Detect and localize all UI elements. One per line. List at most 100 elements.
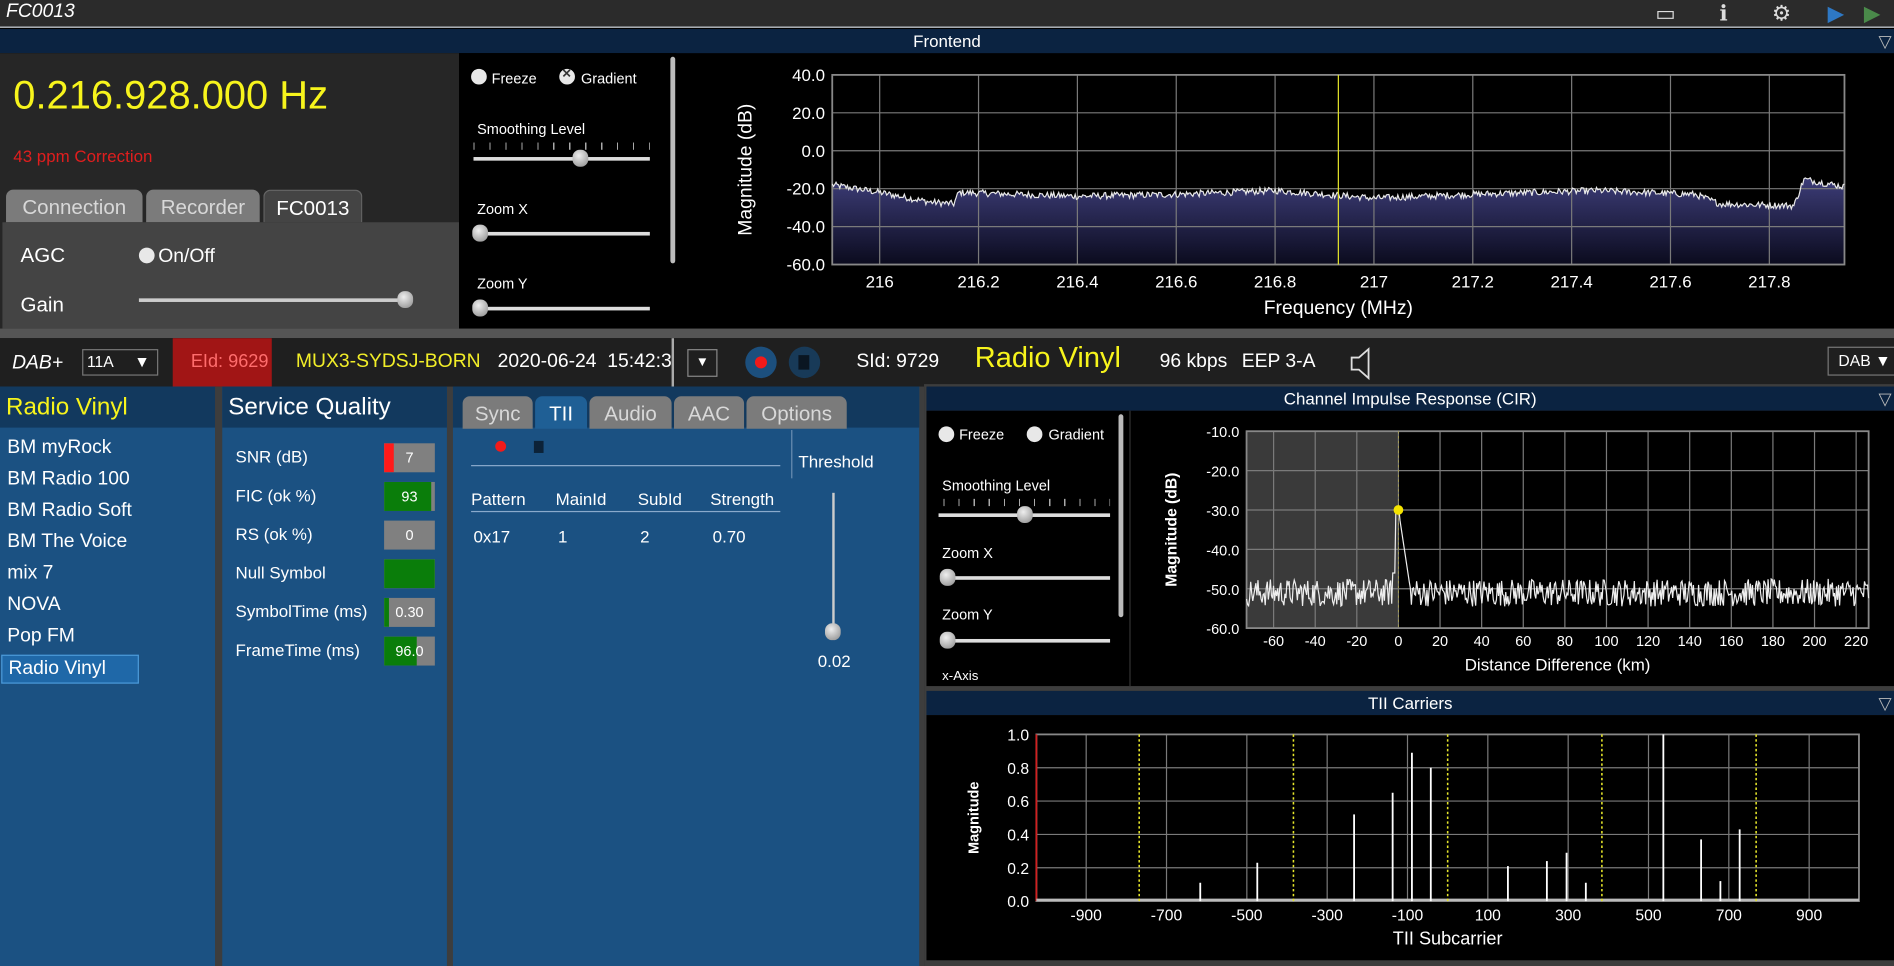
y-tick-label: 40.0 bbox=[792, 66, 825, 85]
station-item[interactable]: BM The Voice bbox=[7, 531, 128, 553]
x-tick-label: -300 bbox=[1311, 907, 1343, 924]
info-icon[interactable]: ℹ bbox=[1719, 1, 1728, 26]
tii-carriers-title: TII Carriers bbox=[1367, 693, 1453, 713]
tii-record-icon[interactable] bbox=[495, 440, 507, 452]
quality-indicator: 7 bbox=[384, 443, 435, 473]
mode-label: DAB+ bbox=[12, 352, 64, 374]
zoom-y-slider[interactable] bbox=[472, 299, 650, 317]
tab-recorder[interactable]: Recorder bbox=[146, 189, 260, 223]
channel-select[interactable]: 11A ▼ bbox=[82, 349, 159, 376]
agc-radio[interactable] bbox=[138, 247, 155, 264]
gradient-radio[interactable] bbox=[1026, 426, 1043, 443]
gradient-radio[interactable] bbox=[559, 68, 575, 85]
output-select[interactable]: DAB ▼ bbox=[1827, 346, 1894, 376]
x-tick-label: 200 bbox=[1802, 634, 1826, 650]
quality-indicator: 0 bbox=[384, 520, 435, 550]
tab-connection[interactable]: Connection bbox=[6, 189, 143, 223]
slider-thumb[interactable] bbox=[397, 291, 414, 309]
speaker-icon[interactable] bbox=[1349, 347, 1376, 381]
slider-thumb[interactable] bbox=[572, 149, 588, 167]
collapse-icon[interactable]: ▽ bbox=[1878, 693, 1892, 713]
tab-fc0013[interactable]: FC0013 bbox=[263, 189, 363, 223]
quality-label: FrameTime (ms) bbox=[235, 640, 360, 660]
tii-carriers-body bbox=[926, 715, 1894, 961]
eid-block: EId: 9629 bbox=[172, 338, 272, 387]
freeze-radio[interactable] bbox=[938, 426, 955, 443]
record-icon bbox=[754, 356, 768, 369]
eid-value: EId: 9629 bbox=[190, 351, 269, 373]
collapse-icon[interactable]: ▽ bbox=[1878, 31, 1892, 51]
station-item[interactable]: BM Radio Soft bbox=[7, 500, 132, 521]
tab-audio[interactable]: Audio bbox=[589, 396, 672, 429]
smoothing-label: Smoothing Level bbox=[477, 120, 586, 138]
station-item[interactable]: BM myRock bbox=[7, 437, 112, 458]
tii-carriers-chart: 1.0 0.8 0.6 0.4 0.2 0.0 -900 -700 -500 -300 -100 10… bbox=[966, 727, 1860, 949]
station-item[interactable]: NOVA bbox=[7, 594, 61, 615]
threshold-label: Threshold bbox=[798, 451, 874, 472]
slider-thumb[interactable] bbox=[939, 631, 956, 649]
current-station: Radio Vinyl bbox=[6, 393, 128, 421]
sid-value: SId: 9729 bbox=[856, 351, 940, 373]
smoothing-slider[interactable] bbox=[473, 149, 650, 167]
table-cell: 2 bbox=[640, 526, 650, 546]
slider-thumb[interactable] bbox=[472, 299, 488, 317]
freeze-radio[interactable] bbox=[471, 68, 487, 85]
splitter[interactable] bbox=[0, 328, 1894, 339]
ppm-correction: 43 ppm Correction bbox=[13, 146, 153, 166]
station-item[interactable]: Pop FM bbox=[7, 625, 75, 647]
dropdown-button[interactable]: ▼ bbox=[687, 349, 718, 377]
station-item[interactable]: Radio Vinyl bbox=[1, 654, 139, 684]
window-title: FC0013 bbox=[6, 1, 75, 22]
smoothing-slider[interactable] bbox=[938, 506, 1111, 524]
slider-thumb[interactable] bbox=[1017, 506, 1033, 524]
x-tick-label: -60 bbox=[1263, 634, 1284, 650]
y-tick-label: 0.0 bbox=[801, 142, 825, 161]
play-green-icon[interactable]: ▶ bbox=[1863, 1, 1881, 26]
play-icon[interactable]: ▶ bbox=[1827, 1, 1845, 26]
stop-button[interactable] bbox=[788, 346, 821, 379]
quality-label: Null Symbol bbox=[235, 562, 326, 583]
collapse-icon[interactable]: ▽ bbox=[1878, 388, 1892, 409]
column-header: MainId bbox=[555, 489, 607, 509]
controls-scrollbar[interactable] bbox=[1118, 414, 1124, 618]
table-cell: 0.70 bbox=[712, 526, 746, 546]
station-item[interactable]: mix 7 bbox=[7, 562, 54, 584]
quality-value: 0 bbox=[405, 526, 414, 544]
zoom-x-slider[interactable] bbox=[939, 568, 1111, 586]
threshold-slider[interactable] bbox=[824, 492, 841, 640]
y-axis-label: Magnitude (dB) bbox=[1163, 473, 1180, 587]
x-tick-label: 100 bbox=[1475, 907, 1501, 924]
gain-slider[interactable] bbox=[138, 291, 414, 309]
gradient-label: Gradient bbox=[1048, 426, 1105, 444]
tii-stop-icon[interactable] bbox=[533, 440, 544, 453]
y-tick-label: -20.0 bbox=[1206, 465, 1239, 481]
tab-tii[interactable]: TII bbox=[535, 396, 588, 429]
tab-sync[interactable]: Sync bbox=[462, 396, 533, 429]
frequency-unit: Hz bbox=[279, 72, 329, 118]
x-axis-label: Frequency (MHz) bbox=[1264, 298, 1413, 319]
cir-chart: -10.0 -20.0 -30.0 -40.0 -50.0 -60.0 -60 -40 -20 0… bbox=[1163, 425, 1870, 674]
slider-thumb[interactable] bbox=[939, 568, 956, 586]
x-tick-label: 216.4 bbox=[1056, 272, 1098, 291]
cir-line bbox=[1245, 509, 1870, 608]
freeze-label: Freeze bbox=[959, 426, 1005, 444]
chevron-down-icon: ▼ bbox=[134, 352, 150, 371]
station-item[interactable]: BM Radio 100 bbox=[7, 468, 130, 490]
zoom-x-slider[interactable] bbox=[472, 224, 650, 242]
slider-thumb[interactable] bbox=[472, 224, 488, 242]
frontend-controls: Freeze Gradient Smoothing Level Zoom X Z… bbox=[459, 53, 677, 329]
plot-border bbox=[1245, 430, 1870, 630]
tii-carriers-header: TII Carriers ▽ bbox=[926, 690, 1894, 716]
record-button[interactable] bbox=[745, 346, 777, 379]
agc-label: AGC bbox=[20, 243, 66, 267]
quality-fill bbox=[384, 443, 395, 473]
controls-scrollbar[interactable] bbox=[670, 56, 676, 264]
x-tick-label: 700 bbox=[1716, 907, 1742, 924]
window-icon[interactable]: ▭ bbox=[1655, 1, 1676, 26]
tab-aac[interactable]: AAC bbox=[674, 396, 745, 429]
zoom-y-slider[interactable] bbox=[939, 631, 1111, 649]
gear-icon[interactable]: ⚙ bbox=[1771, 1, 1792, 26]
zoom-x-label: Zoom X bbox=[942, 544, 993, 562]
tab-options[interactable]: Options bbox=[746, 396, 847, 429]
slider-thumb[interactable] bbox=[824, 622, 841, 640]
